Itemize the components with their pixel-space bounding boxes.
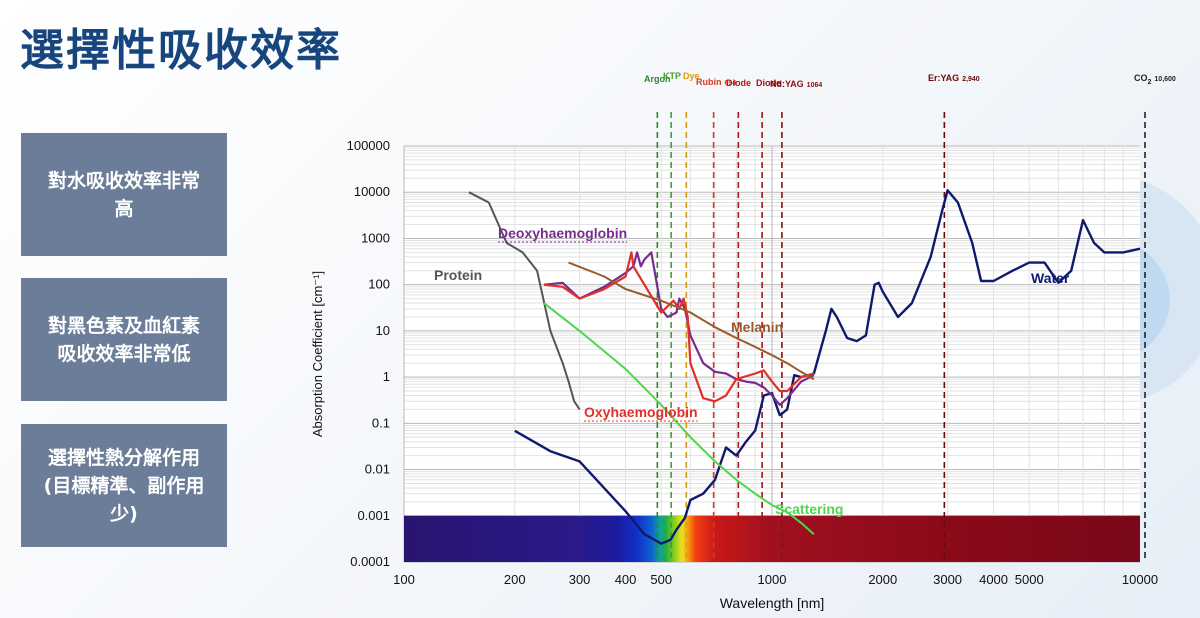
- x-tick-label: 400: [615, 572, 637, 587]
- side-box-text: 對水吸收效率非常高: [47, 169, 200, 220]
- laser-label: Nd:YAG 1064: [770, 79, 822, 89]
- series-label: Water: [1031, 270, 1070, 286]
- side-box-melanin-hemoglobin: 對黑色素及血紅素吸收效率非常低: [21, 278, 227, 401]
- laser-label: Rubin 694: [696, 77, 736, 87]
- y-tick-label: 0.0001: [350, 554, 390, 569]
- x-tick-label: 100: [393, 572, 415, 587]
- laser-label-name: Rubin: [696, 77, 722, 87]
- series-line-scattering: [543, 302, 815, 535]
- laser-label-wavelength: 694: [725, 80, 737, 87]
- spectrum-band: [404, 515, 1140, 562]
- laser-label: KTP: [663, 71, 681, 81]
- y-tick-label: 100: [368, 277, 390, 292]
- x-tick-label: 200: [504, 572, 526, 587]
- y-tick-label: 1: [383, 369, 390, 384]
- y-tick-label: 10000: [354, 184, 390, 199]
- laser-label-wavelength: 10,600: [1154, 76, 1176, 83]
- x-tick-label: 4000: [979, 572, 1008, 587]
- laser-label: Er:YAG 2,940: [928, 73, 980, 83]
- series-label: Melanin: [731, 319, 783, 335]
- laser-label-name: Er:YAG: [928, 73, 959, 83]
- y-tick-label: 100000: [347, 138, 390, 153]
- side-box-water: 對水吸收效率非常高: [21, 133, 227, 256]
- x-tick-label: 500: [650, 572, 672, 587]
- laser-label-name: KTP: [663, 71, 681, 81]
- laser-label: Diode: [726, 78, 751, 88]
- laser-label: Argon: [644, 74, 671, 84]
- laser-label-subscript: 2: [1148, 79, 1152, 86]
- series-line-melanin: [568, 261, 815, 381]
- laser-label-wavelength: 2,940: [962, 76, 980, 83]
- laser-label-name: CO: [1134, 73, 1148, 83]
- x-tick-label: 5000: [1015, 572, 1044, 587]
- side-box-text: 選擇性熱分解作用 (目標精準、副作用少): [43, 446, 205, 525]
- laser-label-wavelength: 1064: [807, 82, 823, 89]
- series-line-oxyhaemoglobin: [543, 251, 815, 403]
- x-tick-label: 2000: [868, 572, 897, 587]
- laser-label-name: Diode: [726, 78, 751, 88]
- laser-label-name: Diode: [756, 78, 781, 88]
- y-tick-label: 10: [376, 323, 390, 338]
- x-tick-label: 3000: [933, 572, 962, 587]
- laser-label: Diode: [756, 78, 781, 88]
- laser-label: Dye: [683, 71, 700, 81]
- series-label: Scattering: [775, 501, 843, 517]
- y-axis-label: Absorption Coefficient [cm⁻¹]: [310, 271, 325, 437]
- y-tick-label: 0.1: [372, 415, 390, 430]
- side-box-text: 對黑色素及血紅素吸收效率非常低: [47, 314, 200, 365]
- x-tick-label: 300: [569, 572, 591, 587]
- x-tick-label: 1000: [758, 572, 787, 587]
- series-label: Oxyhaemoglobin: [584, 404, 698, 420]
- y-tick-label: 1000: [361, 230, 390, 245]
- x-axis-label: Wavelength [nm]: [720, 595, 825, 611]
- laser-label-name: Dye: [683, 71, 700, 81]
- y-tick-label: 0.01: [365, 462, 390, 477]
- page-title: 選擇性吸收效率: [20, 25, 342, 76]
- laser-label-name: Nd:YAG: [770, 79, 804, 89]
- laser-label-name: Argon: [644, 74, 671, 84]
- series-line-protein: [468, 191, 581, 410]
- laser-label: CO2 10,600: [1134, 73, 1176, 86]
- series-line-water: [514, 189, 1141, 545]
- side-box-selective: 選擇性熱分解作用 (目標精準、副作用少): [21, 424, 227, 547]
- series-label: Protein: [434, 267, 482, 283]
- series-label: Deoxyhaemoglobin: [498, 225, 627, 241]
- x-tick-label: 10000: [1122, 572, 1158, 587]
- y-tick-label: 0.001: [357, 508, 390, 523]
